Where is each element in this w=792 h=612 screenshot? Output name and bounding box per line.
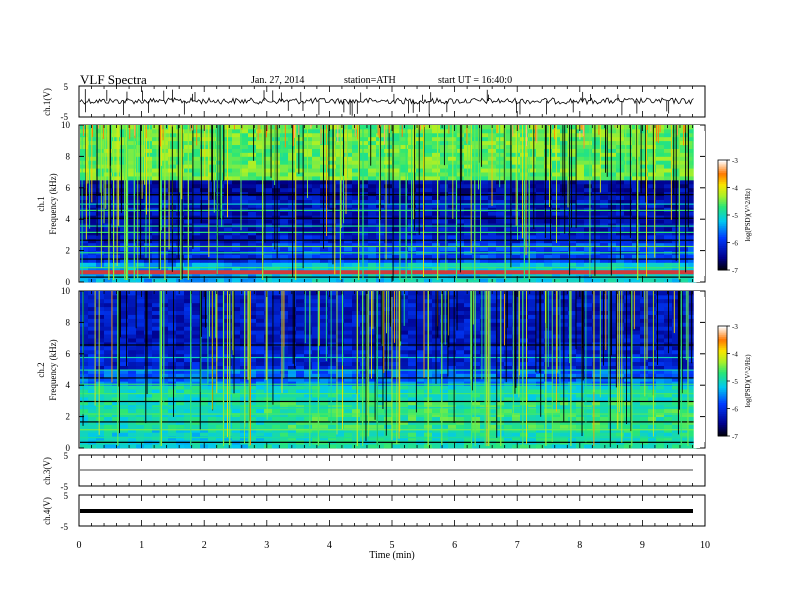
ch1-spikes [84, 89, 670, 116]
ytick-label: 0 [66, 443, 71, 453]
xtick-label: 7 [515, 540, 520, 551]
ytick-label: 10 [61, 286, 71, 296]
station-label: station=ATH [344, 75, 396, 86]
ch2-spectrogram-image [80, 291, 705, 449]
ch1-yticks: 0 2 4 6 8 10 [61, 120, 705, 287]
xtick-label: 9 [640, 540, 645, 551]
ytick-label: 4 [66, 214, 71, 224]
xtick-label: 3 [264, 540, 269, 551]
ch3-ytick-bottom: -5 [61, 482, 69, 492]
ch1-waveform-line [79, 97, 694, 106]
colorbar-label: log(PSD)(V^2/Hz) [744, 354, 752, 408]
ch1-spectrogram-panel: 0 2 4 6 8 10 ch.1 Frequency (kHz) [36, 120, 706, 287]
xtick-label: 2 [202, 540, 207, 551]
ytick-label: 4 [66, 380, 71, 390]
ytick-label: 10 [61, 120, 71, 130]
ytick-label: 0 [66, 277, 71, 287]
xtick-label: 8 [577, 540, 582, 551]
ch1-spectrogram-image [80, 125, 705, 283]
figure-title: VLF Spectra [80, 72, 147, 87]
colorbar-tick-label: -5 [732, 378, 738, 386]
ch2-channel-label: ch.2 [36, 362, 46, 377]
colorbar-tick-label: -7 [732, 267, 738, 275]
time-ticks [78, 86, 706, 526]
ytick-label: 2 [66, 412, 71, 422]
xtick-label: 0 [77, 540, 82, 551]
start-time-label: start UT = 16:40:0 [438, 75, 513, 86]
ch1-ytick-top: 5 [64, 82, 69, 92]
colorbar-label: log(PSD)(V^2/Hz) [744, 188, 752, 242]
ch2-colorbar: -3 -4 -5 -6 -7 log(PSD)(V^2/Hz) [717, 323, 752, 441]
ch2-frequency-ylabel: Frequency (kHz) [48, 339, 58, 400]
x-tick-labels: 0 1 2 3 4 5 6 7 8 9 10 [77, 540, 711, 551]
ch1-channel-label: ch.1 [36, 196, 46, 211]
colorbar-tick-label: -4 [732, 185, 738, 193]
colorbar-tick-label: -3 [732, 323, 738, 331]
xtick-label: 5 [390, 540, 395, 551]
colorbar-tick-label: -3 [732, 157, 738, 165]
xtick-label: 4 [327, 540, 332, 551]
ytick-label: 6 [66, 183, 71, 193]
xtick-label: 6 [452, 540, 457, 551]
ch3-ytick-top: 5 [64, 451, 69, 461]
ch3-waveform-ylabel: ch.3(V) [42, 457, 52, 485]
colorbar-tick-label: -6 [732, 240, 738, 248]
x-axis-label: Time (min) [369, 550, 414, 561]
date-label: Jan. 27, 2014 [251, 75, 305, 86]
ch4-ytick-bottom: -5 [61, 522, 69, 532]
ch4-ytick-top: 5 [64, 491, 69, 501]
ytick-label: 8 [66, 151, 71, 161]
ytick-label: 2 [66, 246, 71, 256]
ch1-waveform-ylabel: ch.1(V) [42, 88, 52, 116]
ch1-colorbar: -3 -4 -5 -6 -7 log(PSD)(V^2/Hz) [717, 157, 752, 275]
ch1-ytick-bottom: -5 [61, 112, 69, 122]
colorbar-tick-label: -5 [732, 212, 738, 220]
xtick-label: 1 [139, 540, 144, 551]
ytick-label: 6 [66, 349, 71, 359]
ch1-frequency-ylabel: Frequency (kHz) [48, 173, 58, 234]
colorbar-tick-label: -6 [732, 406, 738, 414]
colorbar-tick-label: -7 [732, 433, 738, 441]
ch2-yticks: 0 2 4 6 8 10 [61, 286, 705, 453]
xtick-label: 10 [700, 540, 710, 551]
colorbar-tick-label: -4 [732, 351, 738, 359]
ytick-label: 8 [66, 317, 71, 327]
ch4-waveform-ylabel: ch.4(V) [42, 497, 52, 525]
ch4-waveform-band [80, 509, 693, 513]
ch2-spectrogram-panel: 0 2 4 6 8 10 ch.2 Frequency (kHz) [36, 286, 706, 453]
